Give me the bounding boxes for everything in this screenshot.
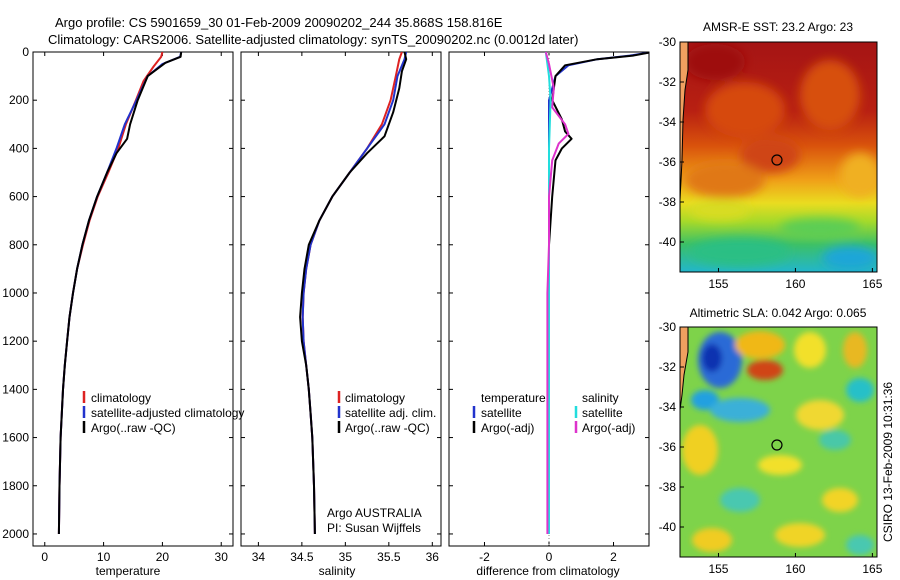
temperature-xlabel: temperature [96,564,161,578]
map-y-tick-label: -38 [659,195,677,209]
x-tick-label: 35.5 [377,550,401,564]
sla-heatmap [680,327,877,557]
legend-label-satellite: satellite-adjusted climatology [91,406,244,420]
difference-xlabel: difference from climatology [476,564,619,578]
y-tick-label: 1800 [2,479,29,493]
y-tick-label: 1200 [2,334,29,348]
sst-heatmap [680,42,877,272]
y-tick-label: 0 [22,45,29,59]
map-y-tick-label: -36 [659,155,677,169]
map-y-tick-label: -32 [659,360,677,374]
salinity-xlabel: salinity [319,564,356,578]
map-x-tick-label: 160 [785,277,805,291]
map-y-tick-label: -40 [659,520,677,534]
y-tick-label: 600 [9,190,29,204]
sst-map-axes: 155 160 165 -30 -32 -34 -36 -38 -40 [659,35,883,291]
salinity-panel-frame [240,51,442,547]
x-tick-label: 20 [156,550,170,564]
sla-field-patches [682,331,874,555]
temperature-legend: climatology satellite-adjusted climatolo… [82,391,244,435]
y-tick-label: 400 [9,141,29,155]
map-y-tick-label: -40 [659,235,677,249]
x-tick-label: 36 [426,550,440,564]
sla-map-title: Altimetric SLA: 0.042 Argo: 0.065 [690,306,867,320]
map-y-tick-label: -34 [659,115,677,129]
map-x-tick-label: 165 [862,562,882,576]
argo-position-marker [771,154,783,166]
x-tick-label: 34.5 [290,550,314,564]
series-line-satellite [57,52,183,535]
x-tick-label: 30 [215,550,229,564]
legend-label-argo: Argo(..raw -QC) [91,421,176,435]
argo-credit: Argo AUSTRALIA [327,506,422,520]
series-line-satellite [301,52,408,535]
legend-label-climatology: climatology [91,391,151,405]
map-x-tick-label: 155 [708,562,728,576]
difference-legend: temperature satellite Argo(-adj) salinit… [472,391,635,435]
series-line-argo [548,52,649,534]
argo-position-marker [771,439,783,451]
sst-map-frame [679,41,878,273]
sla-map-frame [679,326,878,558]
map-y-tick-label: -34 [659,400,677,414]
legend-label-sal-argo: Argo(-adj) [582,421,635,435]
timestamp-label: CSIRO 13-Feb-2009 10:31:36 [881,382,895,542]
legend-heading-temperature: temperature [481,391,546,405]
legend-label-temp-argo: Argo(-adj) [481,421,534,435]
x-tick-label: 34 [252,550,266,564]
y-tick-label: 1400 [2,382,29,396]
figure-title-line2: Climatology: CARS2006. Satellite-adjuste… [48,32,578,47]
series-line-climatology [57,52,164,535]
legend-heading-salinity: salinity [582,391,619,405]
map-x-tick-label: 155 [708,277,728,291]
x-tick-label: 2 [610,550,617,564]
sla-coastline-land [680,327,688,410]
x-tick-label: -2 [479,550,490,564]
legend-label-satellite: satellite adj. clim. [345,406,436,420]
legend-label-temp-satellite: satellite [481,406,522,420]
series-line-climatology [301,52,403,535]
y-tick-label: 2000 [2,527,29,541]
x-tick-label: 0 [546,550,553,564]
series-line-sal_argo [544,52,570,534]
pi-credit: PI: Susan Wijffels [327,521,421,535]
sla-map-axes: 155 160 165 -30 -32 -34 -36 -38 -40 [659,320,883,576]
x-tick-label: 0 [41,550,48,564]
y-tick-label: 800 [9,238,29,252]
difference-plot: -2 0 2 [449,51,649,564]
figure-title-line1: Argo profile: CS 5901659_30 01-Feb-2009 … [55,15,503,30]
series-line-argo [57,52,183,535]
map-y-tick-label: -30 [659,35,677,49]
map-y-tick-label: -36 [659,440,677,454]
sst-map-title: AMSR-E SST: 23.2 Argo: 23 [703,20,853,34]
salinity-legend: climatology satellite adj. clim. Argo(..… [337,391,436,435]
legend-label-climatology: climatology [345,391,405,405]
salinity-plot: 34 34.5 35 35.5 36 [241,51,441,564]
sla-coastline [680,327,689,411]
y-tick-label: 200 [9,93,29,107]
map-x-tick-label: 165 [862,277,882,291]
map-y-tick-label: -32 [659,75,677,89]
map-x-tick-label: 160 [785,562,805,576]
series-line-argo [299,52,408,535]
temperature-panel-frame [32,51,234,547]
map-y-tick-label: -30 [659,320,677,334]
sst-coastline [680,42,689,201]
x-tick-label: 35 [339,550,353,564]
y-tick-label: 1600 [2,431,29,445]
legend-label-sal-satellite: satellite [582,406,623,420]
legend-label-argo: Argo(..raw -QC) [345,421,430,435]
x-tick-label: 10 [97,550,111,564]
temperature-plot: 0 10 20 30 0 200 400 600 800 1000 1200 1400 1600 1800… [2,45,233,564]
sst-field-patches [685,44,877,270]
map-y-tick-label: -38 [659,480,677,494]
y-tick-label: 1000 [2,286,29,300]
